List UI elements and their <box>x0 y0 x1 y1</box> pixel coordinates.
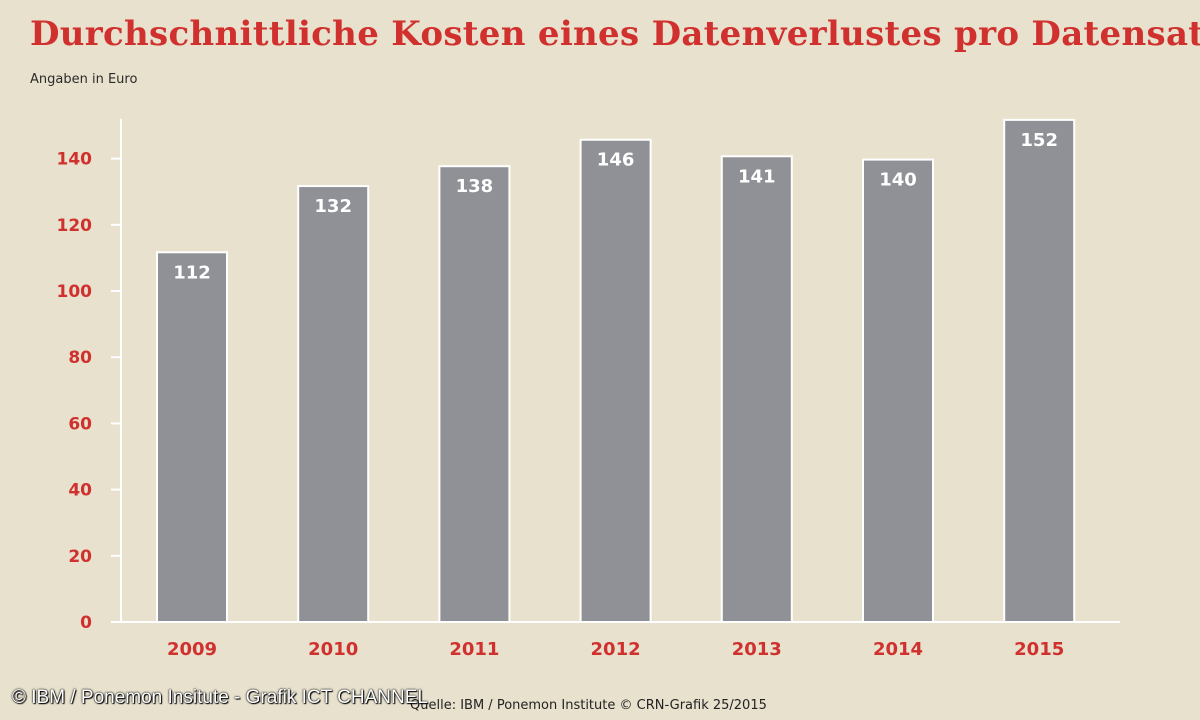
source-note: Quelle: IBM / Ponemon Institute © CRN-Gr… <box>410 698 767 713</box>
bar-value-label: 152 <box>1020 130 1058 151</box>
x-tick-label: 2009 <box>167 639 217 660</box>
x-tick-label: 2011 <box>449 639 499 660</box>
bar <box>440 167 509 622</box>
y-tick-label: 40 <box>68 481 92 501</box>
bar <box>722 157 791 623</box>
bar <box>864 160 932 622</box>
y-tick-label: 60 <box>68 414 92 434</box>
bar <box>299 187 368 622</box>
y-tick-label: 140 <box>57 150 93 170</box>
chart-subtitle: Angaben in Euro <box>30 72 138 87</box>
y-tick-label: 120 <box>57 216 93 236</box>
bar-value-label: 140 <box>879 170 917 191</box>
y-tick-label: 100 <box>57 282 93 302</box>
copyright-watermark: © IBM / Ponemon Insitute - Grafik ICT CH… <box>12 687 428 708</box>
y-tick-label: 20 <box>68 547 92 567</box>
bar-value-label: 141 <box>738 166 776 187</box>
x-tick-label: 2012 <box>591 639 641 660</box>
chart-title: Durchschnittliche Kosten eines Datenverl… <box>30 14 1200 54</box>
bar-value-label: 132 <box>314 196 352 217</box>
y-tick-label: 0 <box>80 613 92 633</box>
bar-value-label: 138 <box>456 176 494 197</box>
bar <box>581 140 650 623</box>
x-tick-label: 2010 <box>308 639 358 660</box>
bar-value-label: 112 <box>173 262 211 283</box>
bar <box>158 253 226 622</box>
bar-value-label: 146 <box>597 150 635 171</box>
x-tick-label: 2013 <box>732 639 782 660</box>
x-tick-label: 2015 <box>1014 639 1064 660</box>
y-tick-label: 80 <box>68 348 92 368</box>
x-tick-label: 2014 <box>873 639 923 660</box>
bar <box>1005 120 1074 622</box>
